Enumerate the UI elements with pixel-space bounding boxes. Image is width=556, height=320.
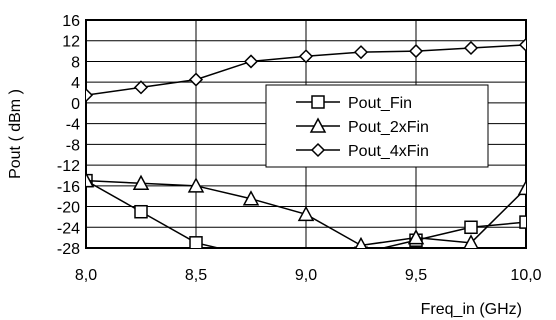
legend-label: Pout_2xFin <box>348 119 429 136</box>
x-tick-label: 10,0 <box>510 267 541 284</box>
y-tick-labels: 16 12 8 4 0 -4 -8 -12 -16 -20 -24 -28 <box>57 13 80 258</box>
y-tick-label: 0 <box>71 96 80 113</box>
legend-label: Pout_4xFin <box>348 143 429 160</box>
data-point <box>300 252 312 264</box>
y-tick-label: -16 <box>57 179 80 196</box>
y-tick-label: -12 <box>57 158 80 175</box>
data-point <box>517 179 526 196</box>
y-tick-label: -28 <box>57 241 80 258</box>
data-point <box>408 44 424 59</box>
data-point <box>463 234 479 248</box>
y-tick-label: -24 <box>57 220 80 237</box>
data-point <box>133 80 149 95</box>
y-tick-label: 12 <box>62 34 80 51</box>
legend-marker <box>309 117 327 133</box>
legend-marker <box>311 95 325 109</box>
data-point <box>86 88 94 103</box>
data-point <box>188 72 204 87</box>
legend: Pout_Fin Pout_2xFin Pout_4xFin <box>265 84 489 168</box>
data-point <box>519 215 526 229</box>
data-point <box>242 190 260 206</box>
data-point <box>353 45 369 60</box>
legend-marker <box>310 142 326 158</box>
y-tick-label: 16 <box>62 13 80 30</box>
x-tick-label: 9,5 <box>405 267 427 284</box>
y-tick-label: 4 <box>71 75 80 92</box>
data-point <box>187 177 205 193</box>
x-tick-label: 8,0 <box>75 267 97 284</box>
data-point <box>134 204 148 219</box>
series-line <box>86 179 526 248</box>
legend-label: Pout_Fin <box>348 95 412 112</box>
y-tick-label: 8 <box>71 54 80 71</box>
data-point <box>243 54 259 69</box>
data-point <box>86 172 95 188</box>
y-tick-label: -20 <box>57 200 80 217</box>
data-point <box>407 229 425 245</box>
x-tick-label: 8,5 <box>185 267 207 284</box>
series-layer <box>86 37 526 264</box>
data-point <box>297 205 315 222</box>
x-tick-labels: 8,0 8,5 9,0 9,5 10,0 <box>75 267 542 284</box>
data-point <box>189 236 203 248</box>
data-point <box>464 220 478 235</box>
data-point <box>463 40 479 56</box>
series-Pout_2xFin <box>86 172 526 248</box>
y-tick-label: -4 <box>66 117 80 134</box>
series-Pout_4xFin <box>86 37 526 103</box>
data-point <box>518 37 526 52</box>
data-point <box>245 250 257 262</box>
x-tick-label: 9,0 <box>295 267 317 284</box>
data-point <box>298 49 314 64</box>
x-axis-label: Freq_in (GHz) <box>421 301 522 318</box>
y-axis-label: Pout ( dBm ) <box>7 89 24 179</box>
data-point <box>354 236 368 248</box>
data-point <box>132 174 150 190</box>
y-tick-label: -8 <box>66 137 80 154</box>
plot-frame <box>85 19 527 249</box>
